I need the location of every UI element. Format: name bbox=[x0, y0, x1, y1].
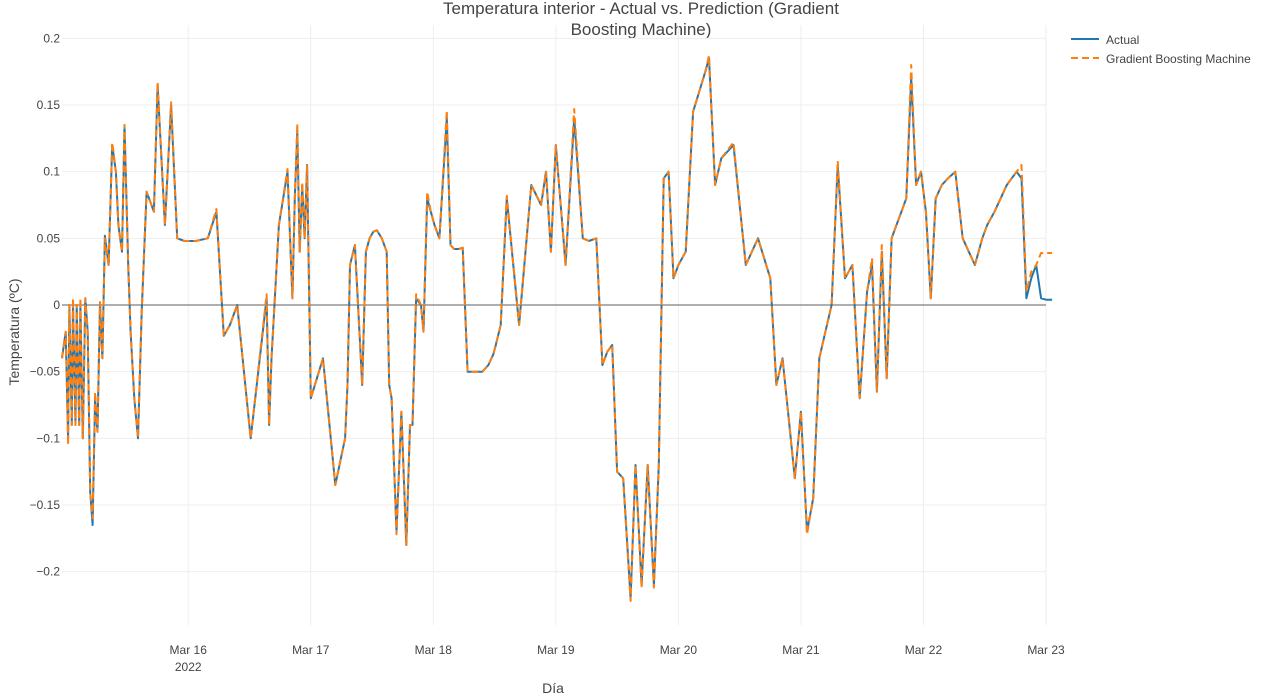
x-tick-label: Mar 18 bbox=[415, 643, 453, 657]
chart-title-line-2: Boosting Machine) bbox=[571, 20, 712, 39]
x-tick-label: Mar 16 bbox=[170, 643, 208, 657]
chart-title-line-1: Temperatura interior - Actual vs. Predic… bbox=[443, 0, 839, 18]
x-tick-label: Mar 19 bbox=[537, 643, 575, 657]
y-axis-title: Temperatura (ºC) bbox=[6, 278, 22, 385]
y-tick-label: 0.1 bbox=[43, 165, 60, 179]
legend[interactable]: Actual Gradient Boosting Machine bbox=[1071, 33, 1251, 66]
grid-lines bbox=[62, 25, 1047, 625]
series-line-actual bbox=[61, 57, 1053, 600]
x-tick-label: Mar 20 bbox=[660, 643, 698, 657]
x-tick-label: Mar 17 bbox=[292, 643, 330, 657]
legend-label-prediction: Gradient Boosting Machine bbox=[1106, 52, 1251, 66]
y-tick-label: 0.05 bbox=[37, 231, 61, 245]
y-tick-label: 0.15 bbox=[37, 98, 61, 112]
series-lines bbox=[61, 54, 1053, 602]
y-tick-label: −0.2 bbox=[36, 565, 60, 579]
y-tick-label: 0 bbox=[53, 298, 60, 312]
y-tick-label: −0.1 bbox=[36, 431, 60, 445]
legend-label-actual: Actual bbox=[1106, 33, 1139, 47]
legend-item-prediction[interactable]: Gradient Boosting Machine bbox=[1071, 52, 1251, 66]
x-tick-year-label: 2022 bbox=[175, 660, 202, 674]
x-tick-label: Mar 21 bbox=[782, 643, 820, 657]
x-tick-label: Mar 22 bbox=[905, 643, 943, 657]
axis-ticks: 0.2 0.15 0.1 0.05 0 −0.05 −0.1 −0.15 −0.2 Mar 16 2… bbox=[30, 31, 1065, 674]
legend-item-actual[interactable]: Actual bbox=[1071, 33, 1139, 47]
y-tick-label: −0.15 bbox=[30, 498, 61, 512]
y-tick-label: 0.2 bbox=[43, 31, 60, 45]
y-tick-label: −0.05 bbox=[30, 365, 61, 379]
series-line-prediction bbox=[61, 54, 1053, 602]
x-tick-label: Mar 23 bbox=[1027, 643, 1065, 657]
x-axis-title: Día bbox=[542, 680, 564, 696]
